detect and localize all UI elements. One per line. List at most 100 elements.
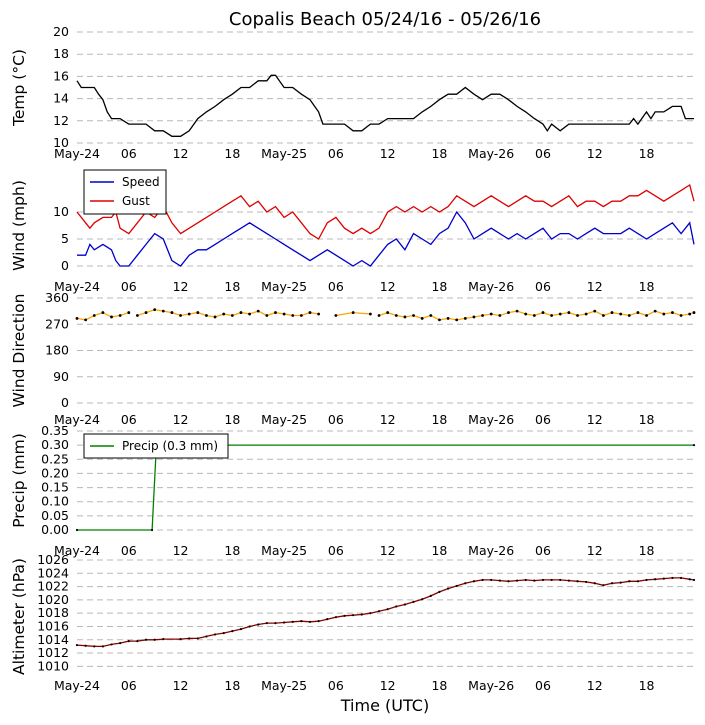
x-tick-label: May-24	[54, 279, 100, 294]
x-tick-label: 06	[121, 678, 137, 693]
direction-point	[463, 317, 467, 320]
direction-point	[265, 314, 269, 317]
direction-point	[248, 312, 251, 316]
series-point	[671, 576, 674, 580]
series-point	[585, 580, 588, 584]
y-tick-label: 270	[45, 316, 69, 331]
y-tick-label: 10	[53, 135, 69, 150]
y-tick-label: 180	[45, 343, 69, 358]
series-point	[75, 528, 79, 532]
series-point	[179, 638, 182, 641]
direction-point	[515, 309, 519, 313]
legend: Speed Gust	[83, 169, 167, 215]
y-tick-label: 1024	[37, 565, 69, 580]
y-tick-label: 1022	[37, 579, 69, 594]
x-tick-label: 18	[431, 279, 447, 294]
series-point	[429, 594, 432, 597]
direction-point	[317, 312, 321, 316]
legend-label: Speed	[122, 175, 160, 189]
panel-2: 0 5 10 May-24 06 12 18 May-25 06 12 18 May-26 06 12 18…	[10, 169, 695, 294]
direction-point	[308, 311, 312, 314]
x-tick-label: 06	[535, 678, 551, 693]
direction-point	[627, 314, 631, 317]
direction-point	[179, 314, 182, 317]
direction-point	[127, 311, 131, 314]
x-tick-label: May-26	[468, 279, 514, 294]
legend-label: Precip (0.3 mm)	[122, 439, 218, 453]
x-tick-label: 18	[639, 146, 655, 161]
series-point	[352, 614, 355, 617]
direction-point	[584, 312, 588, 316]
x-tick-label: 12	[380, 678, 396, 693]
direction-point	[205, 314, 208, 317]
x-tick-label: 06	[328, 543, 344, 558]
direction-point	[671, 311, 674, 314]
direction-point	[481, 314, 484, 317]
series-point	[150, 528, 154, 532]
series-point	[421, 598, 424, 601]
direction-point	[230, 314, 234, 317]
legend: Precip (0.3 mm)	[83, 433, 229, 459]
series-point	[692, 444, 696, 447]
x-tick-label: 18	[431, 412, 447, 427]
series-point	[679, 576, 683, 580]
x-tick-label: 12	[587, 678, 603, 693]
x-tick-label: 12	[587, 146, 603, 161]
x-tick-label: 12	[587, 543, 603, 558]
y-tick-label: 1012	[37, 645, 69, 660]
direction-point	[662, 312, 666, 316]
series-point	[265, 622, 268, 625]
series-point	[662, 577, 665, 580]
y-tick-label: 20	[53, 24, 69, 39]
y-tick-label: 1016	[37, 618, 69, 633]
series-point	[567, 579, 570, 582]
chart-title: Copalis Beach 05/24/16 - 05/26/16	[229, 9, 541, 30]
direction-point	[567, 311, 571, 314]
y-tick-label: 0.15	[41, 480, 69, 495]
series-point	[127, 639, 130, 643]
direction-point	[601, 314, 605, 317]
direction-point	[256, 309, 260, 313]
x-tick-label: 06	[121, 543, 137, 558]
x-tick-label: 12	[173, 146, 189, 161]
x-tick-label: 06	[121, 146, 137, 161]
series-point	[636, 580, 640, 583]
x-tick-label: May-25	[261, 279, 307, 294]
series-point	[515, 579, 519, 582]
series-point	[692, 578, 696, 582]
series-point	[490, 578, 493, 582]
direction-point	[420, 317, 424, 320]
direction-point	[170, 311, 174, 314]
series-point	[153, 638, 156, 641]
y-tick-label: 12	[53, 113, 69, 128]
y-axis-label: Wind Direction	[10, 294, 28, 408]
x-tick-label: May-26	[468, 412, 514, 427]
y-tick-label: 1020	[37, 592, 69, 607]
x-tick-label: May-24	[54, 543, 100, 558]
series-point	[343, 614, 346, 617]
series-point	[239, 628, 243, 631]
x-tick-label: 06	[535, 279, 551, 294]
y-tick-label: 5	[61, 231, 69, 246]
x-tick-label: 12	[173, 412, 189, 427]
series-point	[196, 637, 199, 640]
x-tick-label: 12	[380, 412, 396, 427]
x-tick-label: 18	[639, 678, 655, 693]
series-point	[360, 613, 363, 616]
series-point	[550, 578, 553, 582]
y-tick-label: 18	[53, 46, 69, 61]
series-point	[93, 645, 96, 648]
series-point	[541, 578, 545, 582]
series-point	[602, 584, 605, 587]
series-point	[231, 630, 234, 633]
x-tick-label: 18	[639, 412, 655, 427]
series-point	[317, 620, 320, 623]
x-tick-label: 18	[639, 543, 655, 558]
series-point	[369, 612, 372, 615]
direction-point	[394, 314, 398, 317]
y-tick-label: 0	[61, 258, 69, 273]
direction-point	[438, 318, 441, 322]
direction-point	[692, 311, 696, 314]
